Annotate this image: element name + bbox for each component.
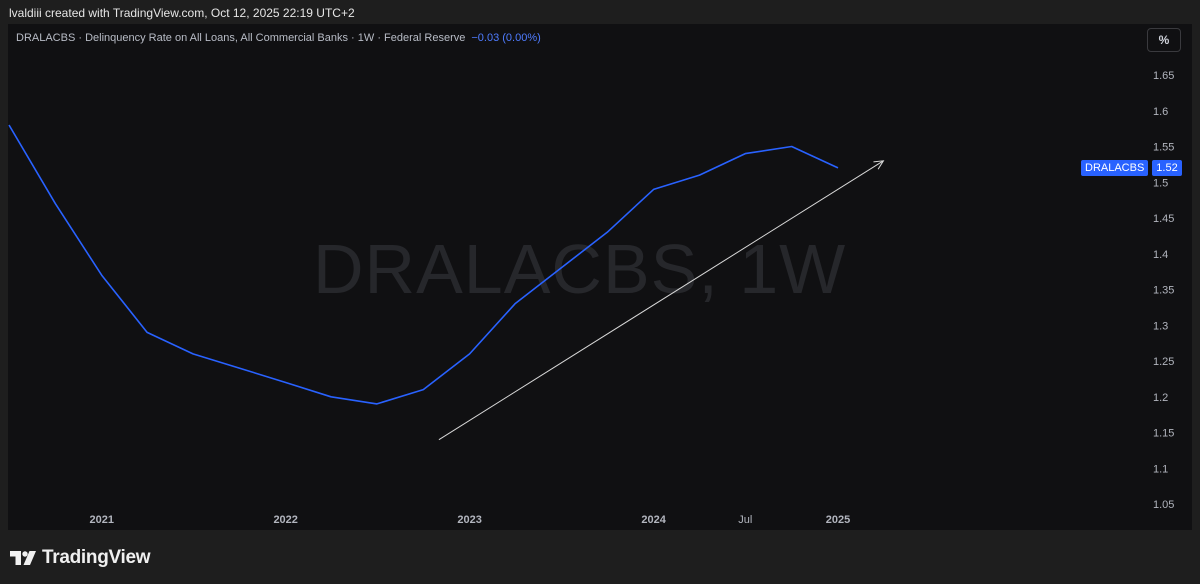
last-price-label: DRALACBS 1.52 <box>1081 160 1182 176</box>
y-tick-label: 1.05 <box>1153 499 1174 511</box>
y-tick-label: 1.3 <box>1153 320 1168 332</box>
series-line <box>8 124 839 405</box>
top-bar: lvaldiii created with TradingView.com, O… <box>0 0 1200 24</box>
brand-name: TradingView <box>42 547 151 568</box>
y-tick-label: 1.65 <box>1153 70 1174 82</box>
credit-text: lvaldiii created with TradingView.com, O… <box>9 6 355 20</box>
y-tick-label: 1.5 <box>1153 177 1168 189</box>
x-tick-label: 2022 <box>273 514 297 526</box>
y-tick-label: 1.15 <box>1153 428 1174 440</box>
x-tick-label: Jul <box>738 514 752 526</box>
y-tick-label: 1.4 <box>1153 249 1168 261</box>
x-tick-label: 2024 <box>641 514 666 526</box>
price-label-symbol: DRALACBS <box>1081 160 1149 176</box>
price-chart[interactable]: 1.65 1.6 1.55 1.5 1.45 1.4 1.35 1.3 1.25 1.2 1.15 1… <box>8 24 1192 530</box>
y-tick-label: 1.55 <box>1153 142 1174 154</box>
price-label-value: 1.52 <box>1152 160 1182 176</box>
y-tick-label: 1.6 <box>1153 106 1168 118</box>
trend-arrow-head <box>873 160 885 170</box>
symbol-watermark: DRALACBS, 1W <box>313 230 847 308</box>
x-tick-label: 2025 <box>826 514 850 526</box>
tradingview-logo[interactable]: TradingView <box>10 547 151 569</box>
footer: TradingView <box>0 530 1200 584</box>
tradingview-logo-icon <box>10 551 36 565</box>
y-tick-label: 1.35 <box>1153 285 1174 297</box>
trend-arrow-line <box>438 160 884 441</box>
x-tick-label: 2021 <box>89 514 113 526</box>
y-tick-label: 1.1 <box>1153 463 1168 475</box>
y-tick-label: 1.45 <box>1153 213 1174 225</box>
series-legend[interactable]: DRALACBS · Delinquency Rate on All Loans… <box>16 32 541 44</box>
y-tick-label: 1.25 <box>1153 356 1174 368</box>
legend-title: DRALACBS · Delinquency Rate on All Loans… <box>16 32 466 44</box>
y-tick-label: 1.2 <box>1153 392 1168 404</box>
chart-pane[interactable]: DRALACBS, 1W 1.65 1.6 1.55 1.5 1.45 1.4 1.35 1.… <box>8 24 1192 530</box>
percent-scale-button[interactable]: % <box>1147 28 1181 52</box>
legend-change: −0.03 (0.00%) <box>471 32 541 44</box>
x-tick-label: 2023 <box>457 514 481 526</box>
